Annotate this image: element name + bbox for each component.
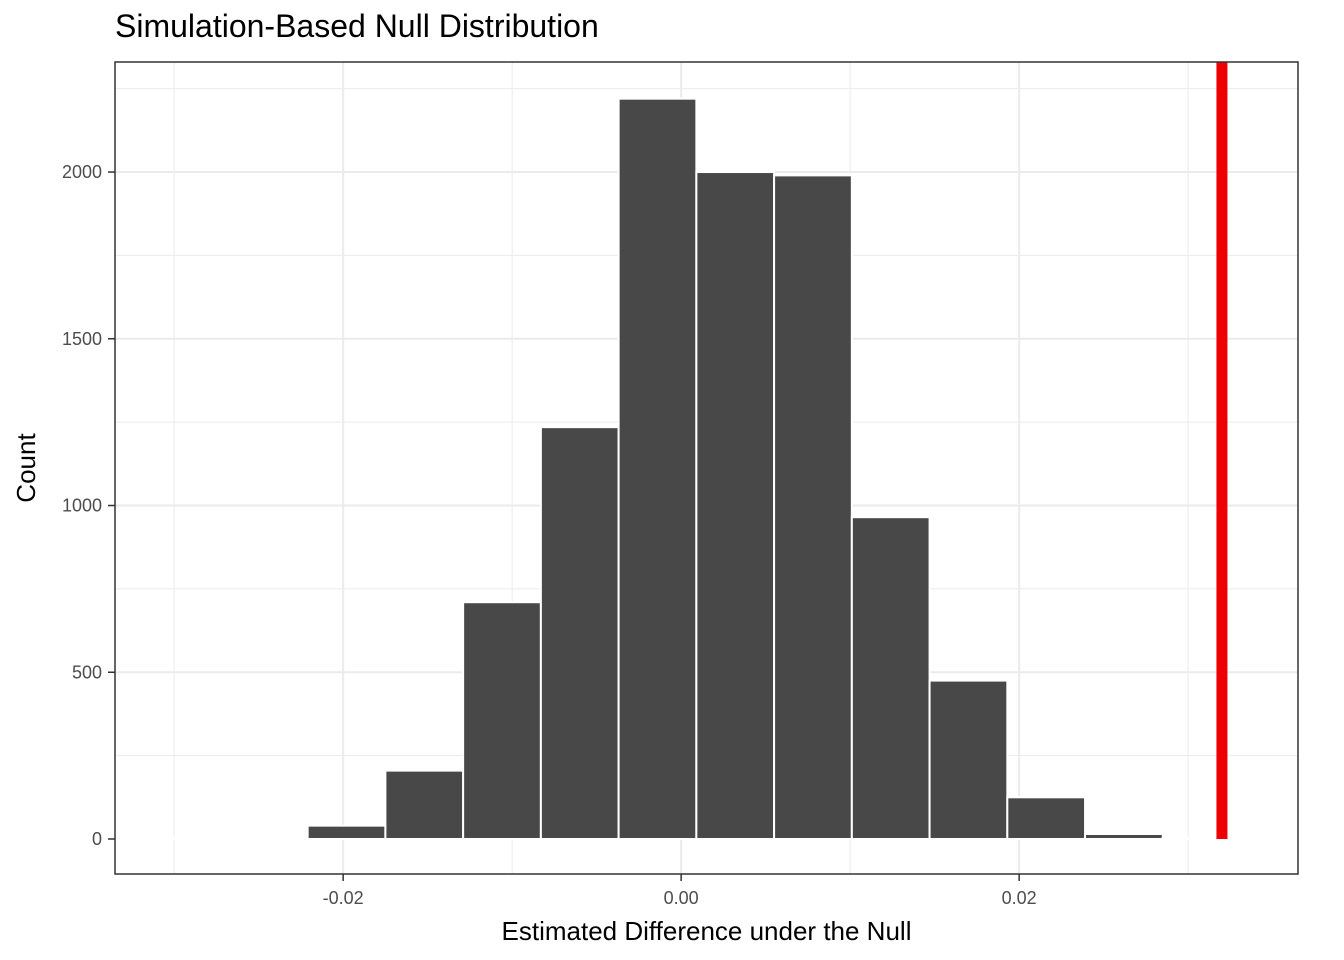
x-tick-label: -0.02 [323, 888, 364, 908]
histogram-bar [1239, 836, 1320, 840]
x-tick-label: 0.02 [1002, 888, 1037, 908]
histogram-bar [384, 769, 465, 840]
y-axis-title: Count [11, 433, 41, 503]
panel-border [114, 61, 1299, 875]
y-axis: 0 500 1000 1500 2000 [62, 162, 115, 849]
histogram-bar [151, 836, 231, 840]
y-tick-label: 2000 [62, 162, 102, 182]
histogram-bars [73, 97, 1320, 840]
histogram-bar [617, 97, 698, 840]
y-tick-label: 1000 [62, 496, 102, 516]
histogram-bar [306, 824, 387, 840]
histogram-bar [773, 174, 853, 840]
histogram-bar [228, 836, 309, 840]
histogram-bar [1084, 832, 1164, 840]
y-tick-label: 0 [92, 829, 102, 849]
x-tick-label: 0.00 [664, 888, 699, 908]
x-axis: -0.02 0.00 0.02 [323, 874, 1037, 908]
chart-title: Simulation-Based Null Distribution [115, 8, 599, 44]
histogram-bar [539, 426, 620, 840]
histogram-bar [850, 516, 931, 840]
y-tick-label: 1500 [62, 329, 102, 349]
y-tick-label: 500 [72, 662, 102, 682]
histogram-bar [462, 601, 542, 840]
x-axis-title: Estimated Difference under the Null [502, 916, 912, 946]
histogram-bar [1161, 836, 1242, 840]
histogram-bar [1006, 796, 1087, 840]
histogram-bar [695, 171, 776, 840]
histogram-bar [928, 679, 1009, 840]
